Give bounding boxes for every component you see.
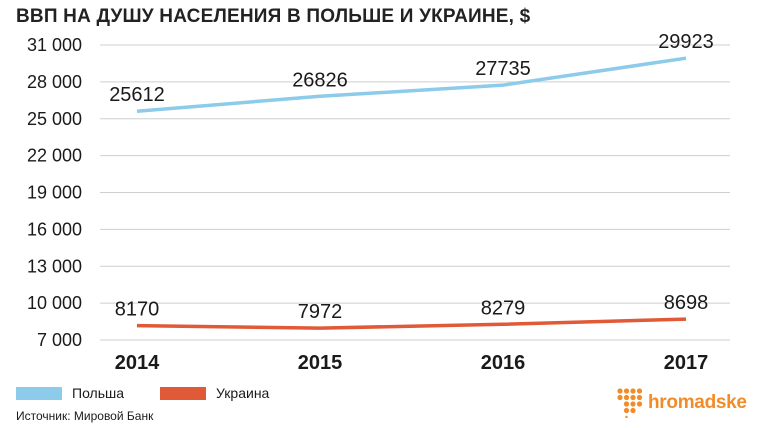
- x-tick-label: 2016: [481, 352, 526, 374]
- series-lines: [136, 56, 687, 330]
- data-label: 8279: [481, 297, 526, 319]
- y-axis-ticks: 31 000 28 000 25 000 22 000 19 000 16 000 13 0…: [27, 35, 82, 350]
- gridlines: [100, 44, 730, 341]
- y-tick-label: 22 000: [27, 146, 82, 166]
- x-tick-label: 2015: [298, 352, 343, 374]
- legend-swatch-poland: [16, 386, 62, 400]
- data-label: 25612: [109, 84, 165, 106]
- legend-item-ukraine: Украина: [160, 385, 269, 401]
- x-tick-label: 2014: [115, 352, 160, 374]
- series-line-poland: [136, 56, 687, 113]
- legend-label-ukraine: Украина: [216, 385, 270, 401]
- data-label: 7972: [298, 301, 343, 323]
- data-label: 29923: [658, 31, 714, 53]
- data-label: 8170: [115, 299, 160, 321]
- legend-item-poland: Польша: [16, 385, 124, 401]
- hromadske-logo-icon: [617, 388, 643, 418]
- legend: Польша Украина: [16, 385, 305, 401]
- y-tick-label: 13 000: [27, 256, 82, 276]
- y-tick-label: 19 000: [27, 183, 82, 203]
- data-labels: 25612 26826 27735 29923 8170 7972 8279 8698: [109, 31, 714, 323]
- data-label: 26826: [292, 69, 348, 91]
- series-line-ukraine: [136, 317, 687, 330]
- data-label: 27735: [475, 58, 531, 80]
- chart-title: ВВП НА ДУШУ НАСЕЛЕНИЯ В ПОЛЬШЕ И УКРАИНЕ…: [16, 6, 531, 27]
- source-note: Источник: Мировой Банк: [16, 409, 154, 423]
- legend-swatch-ukraine: [160, 386, 207, 400]
- y-tick-label: 28 000: [27, 72, 82, 92]
- hromadske-logo: hromadske: [617, 388, 747, 418]
- data-label: 8698: [664, 292, 709, 314]
- x-tick-label: 2017: [664, 352, 709, 374]
- y-tick-label: 7 000: [37, 330, 82, 350]
- hromadske-logo-text: hromadske: [648, 392, 747, 413]
- y-tick-label: 31 000: [27, 35, 82, 55]
- y-tick-label: 25 000: [27, 109, 82, 129]
- x-axis-ticks: 2014 2015 2016 2017: [115, 352, 709, 374]
- y-tick-label: 10 000: [27, 293, 82, 313]
- legend-label-poland: Польша: [72, 385, 125, 401]
- y-tick-label: 16 000: [27, 219, 82, 239]
